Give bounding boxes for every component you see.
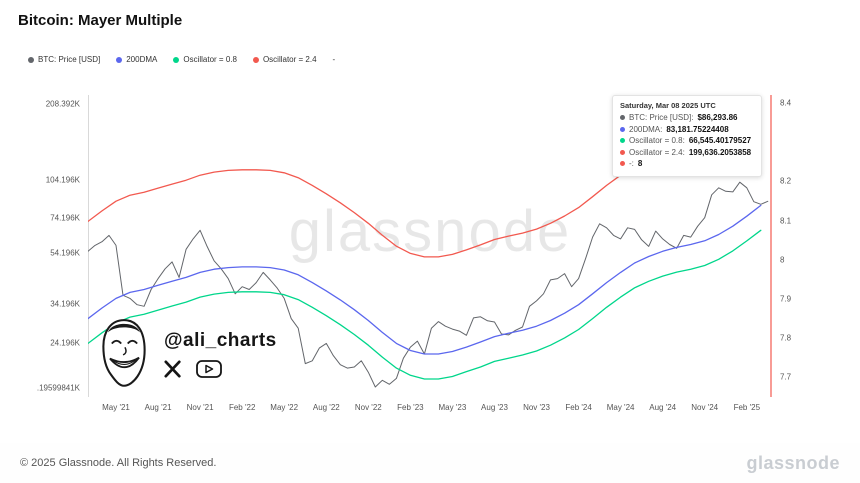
- x-axis-tick: May '21: [102, 403, 130, 412]
- y-left-tick: 74.196K: [50, 213, 80, 223]
- legend-item-0[interactable]: BTC: Price [USD]: [28, 55, 100, 64]
- x-axis-tick: May '22: [270, 403, 299, 412]
- legend-item-4[interactable]: -: [333, 55, 336, 64]
- x-axis-tick: Nov '22: [354, 403, 382, 412]
- tooltip-row: Oscillator = 2.4: 199,636.2053858: [620, 148, 754, 157]
- series-oscillator-0-8: [88, 229, 762, 380]
- tooltip-row: -: 8: [620, 159, 754, 168]
- x-axis-tick: Feb '22: [228, 403, 256, 412]
- y-right-tick: 7.9: [780, 294, 792, 304]
- x-axis-tick: Feb '24: [565, 403, 592, 412]
- tooltip-series-label: Oscillator = 2.4:: [629, 147, 685, 157]
- tooltip-series-dot-icon: [620, 138, 625, 143]
- legend-dot-icon: [28, 56, 34, 63]
- legend-label: Oscillator = 0.8: [183, 55, 237, 64]
- tooltip-series-label: 200DMA:: [629, 124, 663, 134]
- tooltip-row: BTC: Price [USD]: $86,293.86: [620, 113, 754, 122]
- x-axis-tick: Aug '22: [312, 403, 340, 412]
- y-left-tick: 34.196K: [50, 299, 80, 309]
- glassnode-watermark: glassnode: [288, 199, 572, 264]
- x-twitter-icon: [164, 360, 181, 378]
- x-axis-tick: Nov '23: [523, 403, 550, 412]
- tooltip-rows: BTC: Price [USD]: $86,293.86 200DMA: 83,1…: [620, 113, 754, 168]
- ali-watermark-text: @ali_charts: [164, 314, 277, 378]
- y-left-tick: 104.196K: [45, 175, 80, 185]
- tooltip-date: Saturday, Mar 08 2025 UTC: [620, 101, 716, 110]
- ali-charts-watermark: @ali_charts: [94, 314, 277, 390]
- legend-label: Oscillator = 2.4: [262, 55, 317, 64]
- y-left-tick: 24.196K: [50, 338, 80, 347]
- x-axis-tick: Feb '25: [733, 403, 761, 412]
- legend-dot-icon: [252, 56, 259, 63]
- x-axis-tick: Nov '24: [691, 403, 719, 412]
- y-axis-left: 208.392K 104.196K 74.196K 54.196K 34.196K 24.…: [0, 95, 84, 397]
- y-right-tick: 8: [780, 255, 785, 265]
- legend-dot-icon: [116, 56, 123, 63]
- y-right-tick: 8.2: [780, 176, 792, 186]
- y-right-tick: 8.1: [780, 216, 792, 225]
- legend-label: -: [332, 55, 336, 64]
- x-axis-tick: May '23: [438, 403, 467, 412]
- series-200dma: [88, 204, 762, 355]
- tooltip-series-label: -:: [629, 159, 634, 168]
- legend-label: 200DMA: [126, 55, 158, 64]
- legend-label: BTC: Price [USD]: [38, 55, 101, 64]
- x-axis-tick: Nov '21: [186, 403, 214, 412]
- x-axis-tick: May '24: [606, 403, 635, 412]
- tooltip-row: 200DMA: 83,181.75224408: [620, 125, 754, 134]
- y-right-tick: 7.7: [780, 372, 792, 382]
- tooltip-series-dot-icon: [620, 115, 625, 120]
- legend-item-1[interactable]: 200DMA: [116, 55, 157, 64]
- x-axis-tick: Aug '21: [144, 403, 172, 412]
- tooltip-row: Oscillator = 0.8: 66,545.40179527: [620, 136, 754, 145]
- y-right-tick: 7.8: [780, 333, 792, 343]
- tooltip-series-dot-icon: [620, 149, 625, 155]
- tooltip-series-value: $86,293.86: [697, 113, 738, 122]
- tooltip-series-value: 8: [637, 159, 643, 168]
- legend: BTC: Price [USD] 200DMA Oscillator = 0.8 Os…: [28, 55, 335, 64]
- series-btc-price-usd: [88, 181, 769, 388]
- laughing-face-sketch-icon: [102, 319, 146, 387]
- legend-item-2[interactable]: Oscillator = 0.8: [173, 55, 237, 64]
- y-left-tick: .19599841K: [36, 383, 80, 393]
- footer: © 2025 Glassnode. All Rights Reserved. g…: [0, 443, 860, 483]
- glassnode-logo: glassnode: [746, 452, 840, 473]
- y-right-tick: 8.4: [780, 98, 792, 108]
- page-title: Bitcoin: Mayer Multiple: [18, 12, 183, 29]
- x-axis: May '21 Aug '21 Nov '21 Feb '22 May '22 Aug '…: [88, 403, 772, 417]
- tooltip-series-value: 83,181.75224408: [666, 124, 729, 134]
- tooltip-series-dot-icon: [620, 161, 625, 166]
- x-axis-tick: Feb '23: [397, 403, 424, 412]
- y-left-tick: 54.196K: [50, 248, 80, 258]
- play-video-icon: [196, 360, 222, 378]
- tooltip-series-label: Oscillator = 0.8:: [629, 136, 685, 145]
- tooltip-series-dot-icon: [620, 126, 625, 132]
- legend-dot-icon: [173, 56, 180, 63]
- tooltip-series-value: 66,545.40179527: [688, 136, 752, 145]
- tooltip-series-value: 199,636.2053858: [688, 147, 752, 157]
- x-axis-tick: Aug '24: [649, 403, 677, 412]
- ali-handle: @ali_charts: [164, 330, 277, 351]
- x-axis-tick: Aug '23: [481, 403, 508, 412]
- tooltip-series-label: BTC: Price [USD]:: [629, 113, 694, 122]
- copyright-text: © 2025 Glassnode. All Rights Reserved.: [20, 457, 217, 469]
- ali-social-icons: [164, 360, 277, 378]
- y-axis-right: 8.4 8.2 8.1 8 7.9 7.8 7.7: [778, 95, 818, 397]
- legend-item-3[interactable]: Oscillator = 2.4: [252, 55, 317, 64]
- y-left-tick: 208.392K: [45, 99, 80, 108]
- chart-tooltip: Saturday, Mar 08 2025 UTC BTC: Price [US…: [612, 95, 762, 177]
